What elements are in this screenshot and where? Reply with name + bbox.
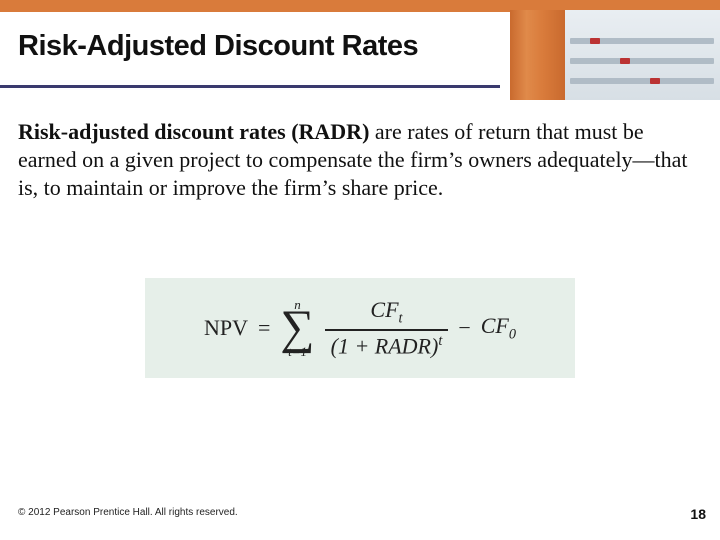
slide-title: Risk-Adjusted Discount Rates bbox=[18, 30, 482, 63]
decorative-photo bbox=[510, 10, 720, 100]
num-sub: t bbox=[399, 310, 403, 326]
formula-eq: = bbox=[258, 315, 270, 341]
den-sup: t bbox=[438, 333, 442, 349]
formula-block: NPV = n ∑ t=1 CFt (1 + RADR)t − CF0 bbox=[145, 278, 575, 378]
title-container: Risk-Adjusted Discount Rates bbox=[0, 12, 500, 88]
sigma-block: n ∑ t=1 bbox=[280, 298, 314, 358]
fraction-numerator: CFt bbox=[364, 297, 408, 327]
fraction-denominator: (1 + RADR)t bbox=[325, 333, 449, 359]
fraction-bar bbox=[325, 329, 449, 330]
fraction: CFt (1 + RADR)t bbox=[325, 297, 449, 359]
copyright-text: © 2012 Pearson Prentice Hall. All rights… bbox=[18, 507, 238, 518]
npv-formula: NPV = n ∑ t=1 CFt (1 + RADR)t − CF0 bbox=[204, 297, 516, 359]
sigma-symbol: ∑ bbox=[280, 309, 314, 347]
tail-sub: 0 bbox=[509, 326, 516, 342]
formula-minus: − bbox=[458, 315, 470, 341]
sigma-lower: t=1 bbox=[288, 345, 307, 358]
body-lead: Risk-adjusted discount rates (RADR) bbox=[18, 119, 369, 144]
formula-tail: CF0 bbox=[481, 313, 516, 343]
page-number: 18 bbox=[690, 506, 706, 522]
body-paragraph: Risk-adjusted discount rates (RADR) are … bbox=[18, 118, 698, 202]
formula-lhs: NPV bbox=[204, 315, 248, 341]
num-base: CF bbox=[370, 297, 398, 322]
den-base: (1 + RADR) bbox=[331, 333, 439, 358]
tail-base: CF bbox=[481, 313, 509, 338]
